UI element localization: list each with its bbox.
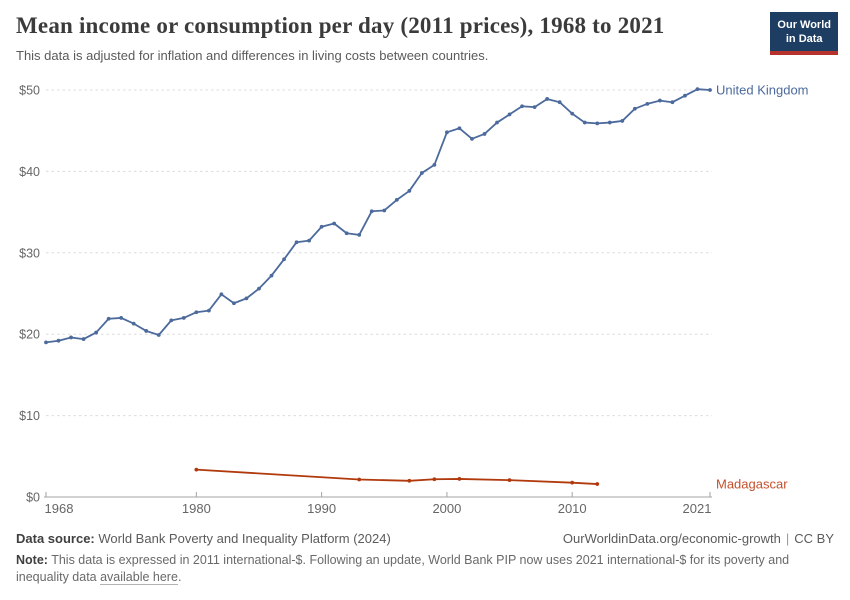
data-point-united-kingdom[interactable] [645,101,650,106]
data-point-united-kingdom[interactable] [369,209,374,214]
data-point-united-kingdom[interactable] [44,340,48,345]
y-axis-label: $40 [19,165,40,179]
data-point-madagascar[interactable] [507,478,512,483]
license-link[interactable]: CC BY [794,531,834,546]
data-point-united-kingdom[interactable] [319,224,324,229]
data-point-united-kingdom[interactable] [708,88,712,92]
data-point-united-kingdom[interactable] [570,111,575,116]
data-point-united-kingdom[interactable] [407,189,412,193]
page-subtitle: This data is adjusted for inflation and … [16,48,489,63]
data-point-united-kingdom[interactable] [683,93,687,98]
owid-logo-line1: Our World [777,19,831,31]
x-axis-label: 2010 [558,501,587,516]
data-point-united-kingdom[interactable] [219,292,224,297]
footnote-label: Note: [16,553,48,567]
data-point-united-kingdom[interactable] [156,333,161,337]
data-source: Data source: World Bank Poverty and Ineq… [16,531,391,546]
data-point-united-kingdom[interactable] [81,337,86,341]
x-axis-label: 1968 [45,501,74,516]
data-point-madagascar[interactable] [570,480,575,485]
data-point-united-kingdom[interactable] [269,273,274,278]
data-point-united-kingdom[interactable] [419,171,424,175]
data-point-united-kingdom[interactable] [344,231,349,236]
series-label-madagascar[interactable]: Madagascar [716,477,788,492]
data-point-united-kingdom[interactable] [119,316,124,320]
data-point-united-kingdom[interactable] [244,296,249,301]
owid-url-link[interactable]: OurWorldinData.org/economic-growth [562,531,781,546]
footnote-text: This data is expressed in 2011 internati… [16,553,790,584]
data-source-label: Data source: [16,531,95,546]
data-point-united-kingdom[interactable] [507,112,512,117]
data-point-united-kingdom[interactable] [495,120,499,125]
owid-logo[interactable]: Our World in Data [770,12,838,55]
attribution-separator: | [785,531,790,546]
y-axis-label: $30 [19,246,40,260]
chart-footer: Data source: World Bank Poverty and Ineq… [16,531,834,598]
data-point-united-kingdom[interactable] [557,100,562,105]
data-point-united-kingdom[interactable] [56,338,61,343]
data-point-united-kingdom[interactable] [382,208,387,213]
data-point-united-kingdom[interactable] [632,106,637,111]
data-point-united-kingdom[interactable] [194,310,199,315]
data-point-united-kingdom[interactable] [520,104,524,109]
data-source-text: World Bank Poverty and Inequality Platfo… [94,531,391,546]
footnote: Note: This data is expressed in 2011 int… [16,552,828,585]
page-title: Mean income or consumption per day (2011… [16,13,665,38]
data-point-united-kingdom[interactable] [169,318,174,323]
data-point-united-kingdom[interactable] [582,120,587,125]
data-point-united-kingdom[interactable] [470,136,474,141]
data-point-united-kingdom[interactable] [232,301,236,306]
data-point-madagascar[interactable] [457,477,462,481]
data-point-madagascar[interactable] [194,467,199,472]
data-point-united-kingdom[interactable] [181,316,186,320]
data-point-madagascar[interactable] [407,478,412,483]
data-point-united-kingdom[interactable] [432,162,437,167]
data-point-united-kingdom[interactable] [144,329,149,333]
series-label-united-kingdom[interactable]: United Kingdom [716,83,809,98]
line-chart-canvas[interactable]: $0 $10 $20 $30 $40 $50 1968 1980 1990 2000 2010 202… [0,0,850,530]
data-point-united-kingdom[interactable] [294,240,299,245]
data-point-united-kingdom[interactable] [595,121,600,126]
data-point-united-kingdom[interactable] [307,238,311,243]
data-point-united-kingdom[interactable] [532,105,537,109]
data-point-united-kingdom[interactable] [332,221,337,226]
data-point-united-kingdom[interactable] [482,132,487,136]
data-point-united-kingdom[interactable] [607,120,612,125]
data-point-madagascar[interactable] [595,482,600,486]
data-point-madagascar[interactable] [432,477,437,482]
data-point-united-kingdom[interactable] [94,330,99,335]
data-point-united-kingdom[interactable] [131,321,136,326]
data-point-united-kingdom[interactable] [457,126,462,131]
data-point-united-kingdom[interactable] [206,308,211,313]
data-point-united-kingdom[interactable] [257,286,261,291]
series-line-madagascar[interactable] [195,468,599,485]
series-line-united-kingdom[interactable] [45,88,711,344]
y-axis-label: $20 [19,328,40,342]
data-point-united-kingdom[interactable] [657,98,662,103]
x-axis-label: 1990 [307,501,336,516]
data-point-united-kingdom[interactable] [545,97,550,101]
data-point-united-kingdom[interactable] [695,87,700,92]
data-point-united-kingdom[interactable] [394,197,399,202]
available-here-link[interactable]: available here [100,569,178,585]
owid-logo-line2: in Data [785,33,823,46]
data-point-united-kingdom[interactable] [620,119,625,123]
data-point-united-kingdom[interactable] [670,100,675,105]
y-axis-label: $10 [19,409,40,423]
x-axis-label: 2021 [683,501,712,516]
data-point-madagascar[interactable] [357,477,362,482]
y-axis-label: $50 [19,84,40,98]
data-point-united-kingdom[interactable] [69,335,73,340]
footnote-period: . [177,569,182,584]
attribution: OurWorldinData.org/economic-growth | CC BY [563,531,834,546]
x-axis-label: 1980 [182,501,211,516]
y-axis-label: $0 [26,491,40,505]
x-axis-label: 2000 [432,501,461,516]
data-point-united-kingdom[interactable] [282,257,286,262]
data-point-united-kingdom[interactable] [357,232,362,237]
data-point-united-kingdom[interactable] [445,130,449,135]
data-point-united-kingdom[interactable] [106,316,111,321]
